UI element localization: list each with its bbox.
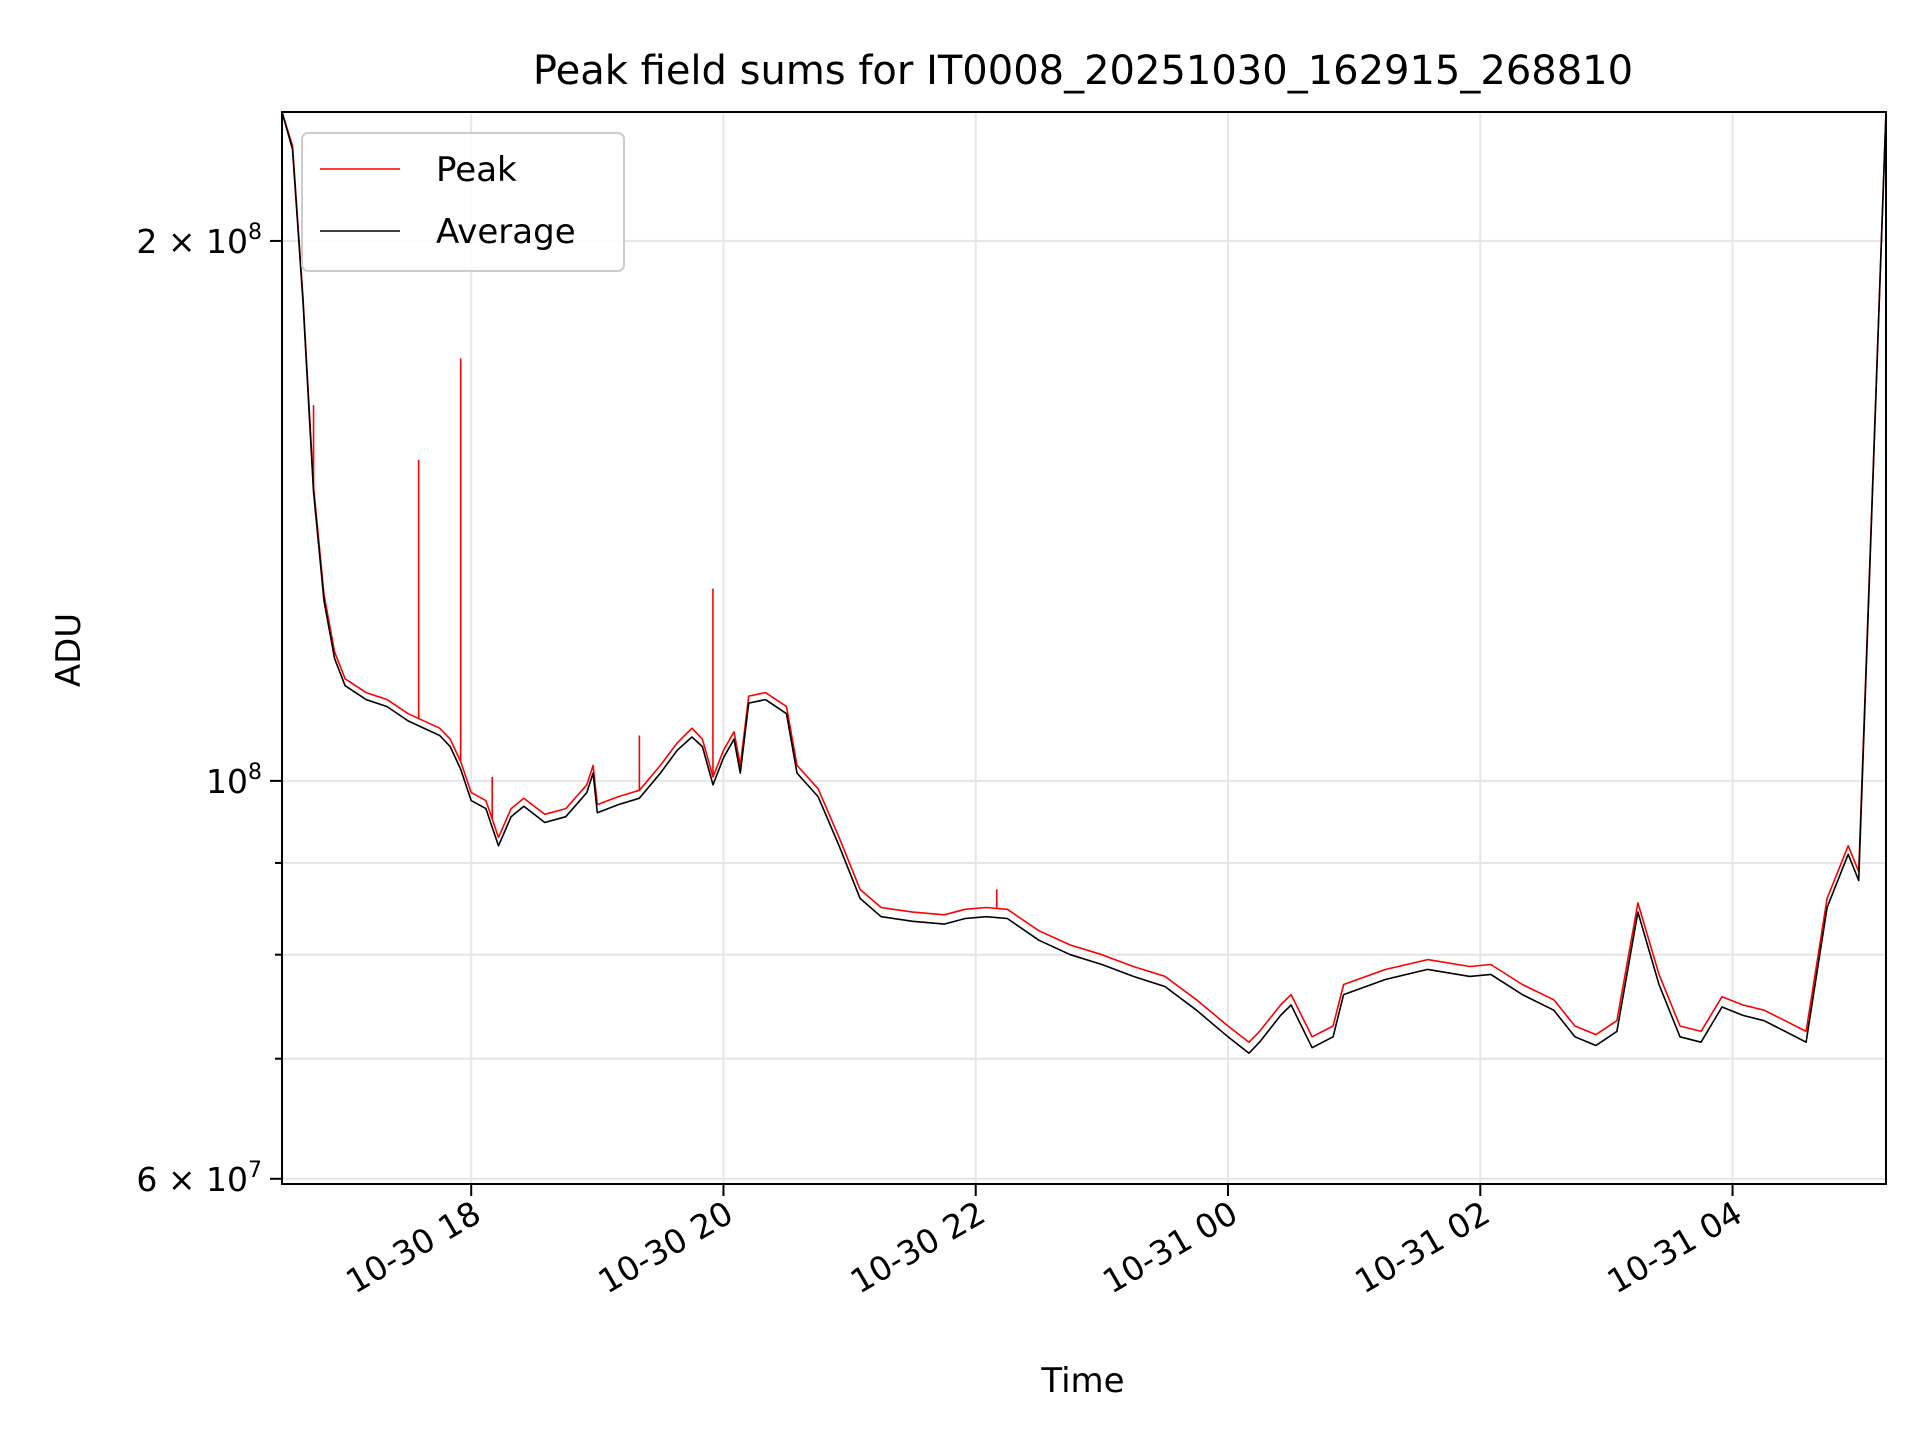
legend-label-peak: Peak [436,150,517,190]
legend: Peak Average [301,132,625,272]
y-axis-label: ADU [49,613,89,687]
y-tick-label: 108 [206,760,262,801]
plot-area-frame [281,111,1887,1185]
x-axis-label: Time [1040,1361,1124,1401]
y-tick-mantissa: 6 × 10 [136,1160,248,1199]
y-tick-exponent: 7 [248,1158,262,1183]
y-tick-exponent: 8 [248,760,262,785]
series-line-average [281,111,1887,1054]
y-tick-mantissa: 2 × 10 [136,222,248,261]
y-tick-label: 2 × 108 [136,220,262,261]
series-line-peak [281,111,1887,1043]
y-tick-label: 6 × 107 [136,1158,262,1199]
y-tick-exponent: 8 [248,220,262,245]
legend-label-average: Average [436,212,576,252]
series-layer [281,111,1887,1054]
chart-title: Peak field sums for IT0008_20251030_1629… [533,48,1633,94]
y-tick-mantissa: 10 [206,762,248,801]
legend-box [301,132,625,272]
